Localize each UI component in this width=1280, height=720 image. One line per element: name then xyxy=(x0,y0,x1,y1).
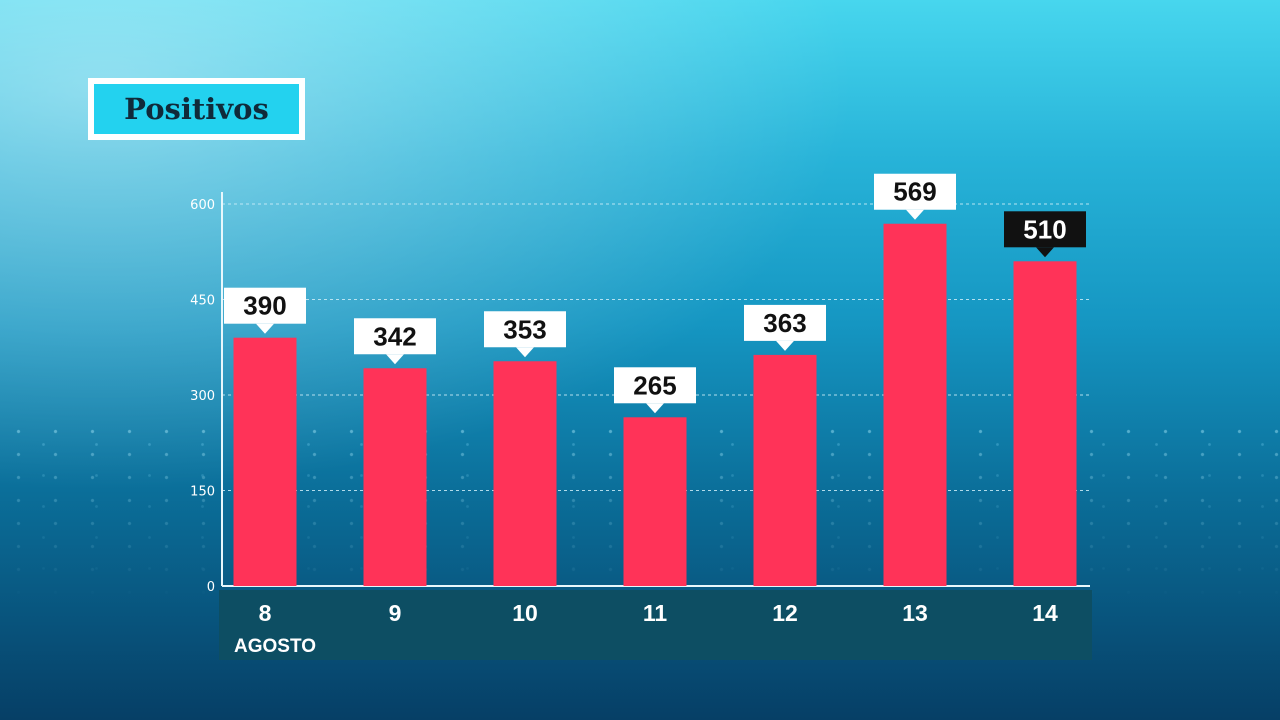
data-label-pointer xyxy=(386,354,404,365)
x-tick-label: 10 xyxy=(512,600,538,626)
data-label: 342 xyxy=(373,321,416,351)
data-label-box xyxy=(614,367,696,404)
chart-title-box: Positivos xyxy=(88,78,305,140)
data-label-box xyxy=(354,318,436,355)
bar xyxy=(753,354,817,586)
data-label: 265 xyxy=(633,370,676,400)
data-label-pointer xyxy=(256,323,274,334)
bar xyxy=(883,223,947,586)
bar xyxy=(233,337,297,586)
x-axis-band xyxy=(219,590,1092,660)
data-label: 363 xyxy=(763,308,806,338)
bar xyxy=(1013,261,1077,586)
bar xyxy=(493,361,557,586)
x-tick-label: 12 xyxy=(772,600,798,626)
x-tick-label: 8 xyxy=(259,600,272,626)
data-label-box xyxy=(224,287,306,324)
x-tick-label: 13 xyxy=(902,600,928,626)
y-tick-label: 600 xyxy=(190,198,215,213)
data-label-box xyxy=(484,311,566,348)
bar xyxy=(363,368,427,586)
y-tick-label: 0 xyxy=(207,580,215,595)
y-tick-label: 450 xyxy=(190,294,215,309)
y-tick-label: 300 xyxy=(190,389,215,404)
y-tick-label: 150 xyxy=(190,485,215,500)
data-label-pointer xyxy=(516,347,534,358)
x-group-label: AGOSTO xyxy=(234,636,316,657)
data-label-pointer xyxy=(646,403,664,414)
data-label: 353 xyxy=(503,314,546,344)
data-label-pointer xyxy=(1036,247,1054,258)
data-label: 569 xyxy=(893,177,936,207)
chart-title: Positivos xyxy=(94,84,299,134)
data-label-pointer xyxy=(906,209,924,220)
data-label-box xyxy=(1004,211,1086,248)
data-label: 390 xyxy=(243,291,286,321)
data-label-box xyxy=(874,173,956,210)
bar xyxy=(623,417,687,586)
data-label-box xyxy=(744,304,826,341)
x-tick-label: 9 xyxy=(389,600,402,626)
data-label: 510 xyxy=(1023,214,1066,244)
x-tick-label: 11 xyxy=(643,600,668,626)
data-label-pointer xyxy=(776,340,794,351)
x-tick-label: 14 xyxy=(1032,600,1058,626)
